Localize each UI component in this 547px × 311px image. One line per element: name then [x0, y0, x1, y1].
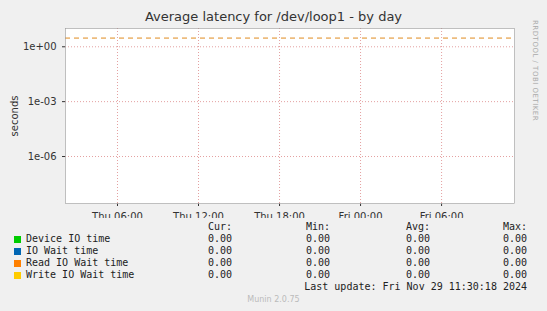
html-text:0.00: 0.00 [207, 269, 232, 280]
svg-text:1e-03: 1e-03 [28, 96, 57, 107]
svg-text:1e+00: 1e+00 [23, 41, 57, 52]
svg-text:Fri 06:00: Fri 06:00 [420, 211, 464, 218]
html-text:0.00: 0.00 [305, 245, 330, 256]
html-text:Last update: Fri Nov 29 11:30:: Last update: Fri Nov 29 11:30:18 2024 [304, 281, 527, 292]
svg-text:seconds: seconds [9, 96, 20, 137]
html-text:Read IO Wait time: Read IO Wait time [26, 257, 129, 268]
html-text:Device IO time: Device IO time [26, 233, 111, 244]
html-text:0.00: 0.00 [405, 245, 430, 256]
svg-text:Thu 06:00: Thu 06:00 [91, 211, 143, 218]
html-text:0.00: 0.00 [305, 269, 330, 280]
html-text:0.00: 0.00 [502, 269, 527, 280]
html-text:0.00: 0.00 [405, 269, 430, 280]
html-text:0.00: 0.00 [502, 233, 527, 244]
html-text:IO Wait time: IO Wait time [26, 245, 99, 256]
html-text:0.00: 0.00 [305, 257, 330, 268]
html-text:0.00: 0.00 [207, 245, 232, 256]
html-text:Write IO Wait time: Write IO Wait time [26, 269, 135, 280]
html-text:0.00: 0.00 [405, 233, 430, 244]
html-text:Max:: Max: [502, 221, 527, 232]
svg-text:Thu 12:00: Thu 12:00 [172, 211, 224, 218]
html-text:0.00: 0.00 [305, 233, 330, 244]
svg-text:1e-06: 1e-06 [28, 151, 57, 162]
svg-text:Fri 00:00: Fri 00:00 [339, 211, 383, 218]
html-text:0.00: 0.00 [405, 257, 430, 268]
svg-text:Thu 18:00: Thu 18:00 [253, 211, 305, 218]
html-text:RRDTOOL / TOBI OETIKER: RRDTOOL / TOBI OETIKER [531, 20, 539, 122]
html-text:Munin 2.0.75: Munin 2.0.75 [247, 295, 300, 304]
html-text:0.00: 0.00 [502, 257, 527, 268]
html-text:0.00: 0.00 [207, 233, 232, 244]
html-text:Min:: Min: [305, 221, 330, 232]
html-text:Average latency for /dev/loop1: Average latency for /dev/loop1 - by day [144, 9, 402, 24]
html-text:Cur:: Cur: [207, 221, 232, 232]
html-text:Avg:: Avg: [405, 221, 430, 232]
html-text:0.00: 0.00 [502, 245, 527, 256]
html-text:0.00: 0.00 [207, 257, 232, 268]
